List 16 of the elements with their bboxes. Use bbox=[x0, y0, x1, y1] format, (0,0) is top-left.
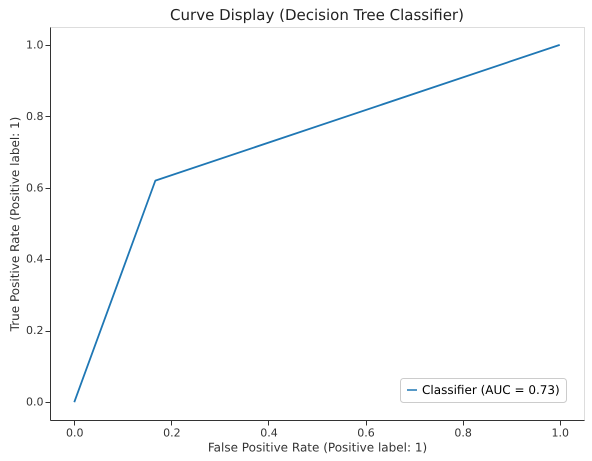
y-tick-label: 0.4 bbox=[26, 252, 44, 266]
x-tick-label: 0.4 bbox=[260, 426, 278, 440]
x-tick-label: 0.0 bbox=[66, 426, 84, 440]
y-tick-label: 0.8 bbox=[26, 110, 44, 123]
x-tick-label: 1.0 bbox=[551, 426, 569, 440]
y-tick-label: 1.0 bbox=[26, 38, 44, 52]
chart-title: Curve Display (Decision Tree Classifier) bbox=[170, 6, 464, 24]
legend-label: Classifier (AUC = 0.73) bbox=[422, 383, 560, 397]
x-axis-title: False Positive Rate (Positive label: 1) bbox=[208, 440, 428, 454]
y-tick-label: 0.2 bbox=[26, 324, 44, 338]
y-axis-title: True Positive Rate (Positive label: 1) bbox=[8, 116, 22, 332]
x-tick-label: 0.2 bbox=[163, 426, 181, 440]
y-tick-label: 0.0 bbox=[26, 396, 44, 409]
x-tick-label: 0.8 bbox=[454, 426, 472, 440]
x-tick-label: 0.6 bbox=[357, 426, 375, 440]
y-tick-label: 0.6 bbox=[26, 181, 44, 194]
